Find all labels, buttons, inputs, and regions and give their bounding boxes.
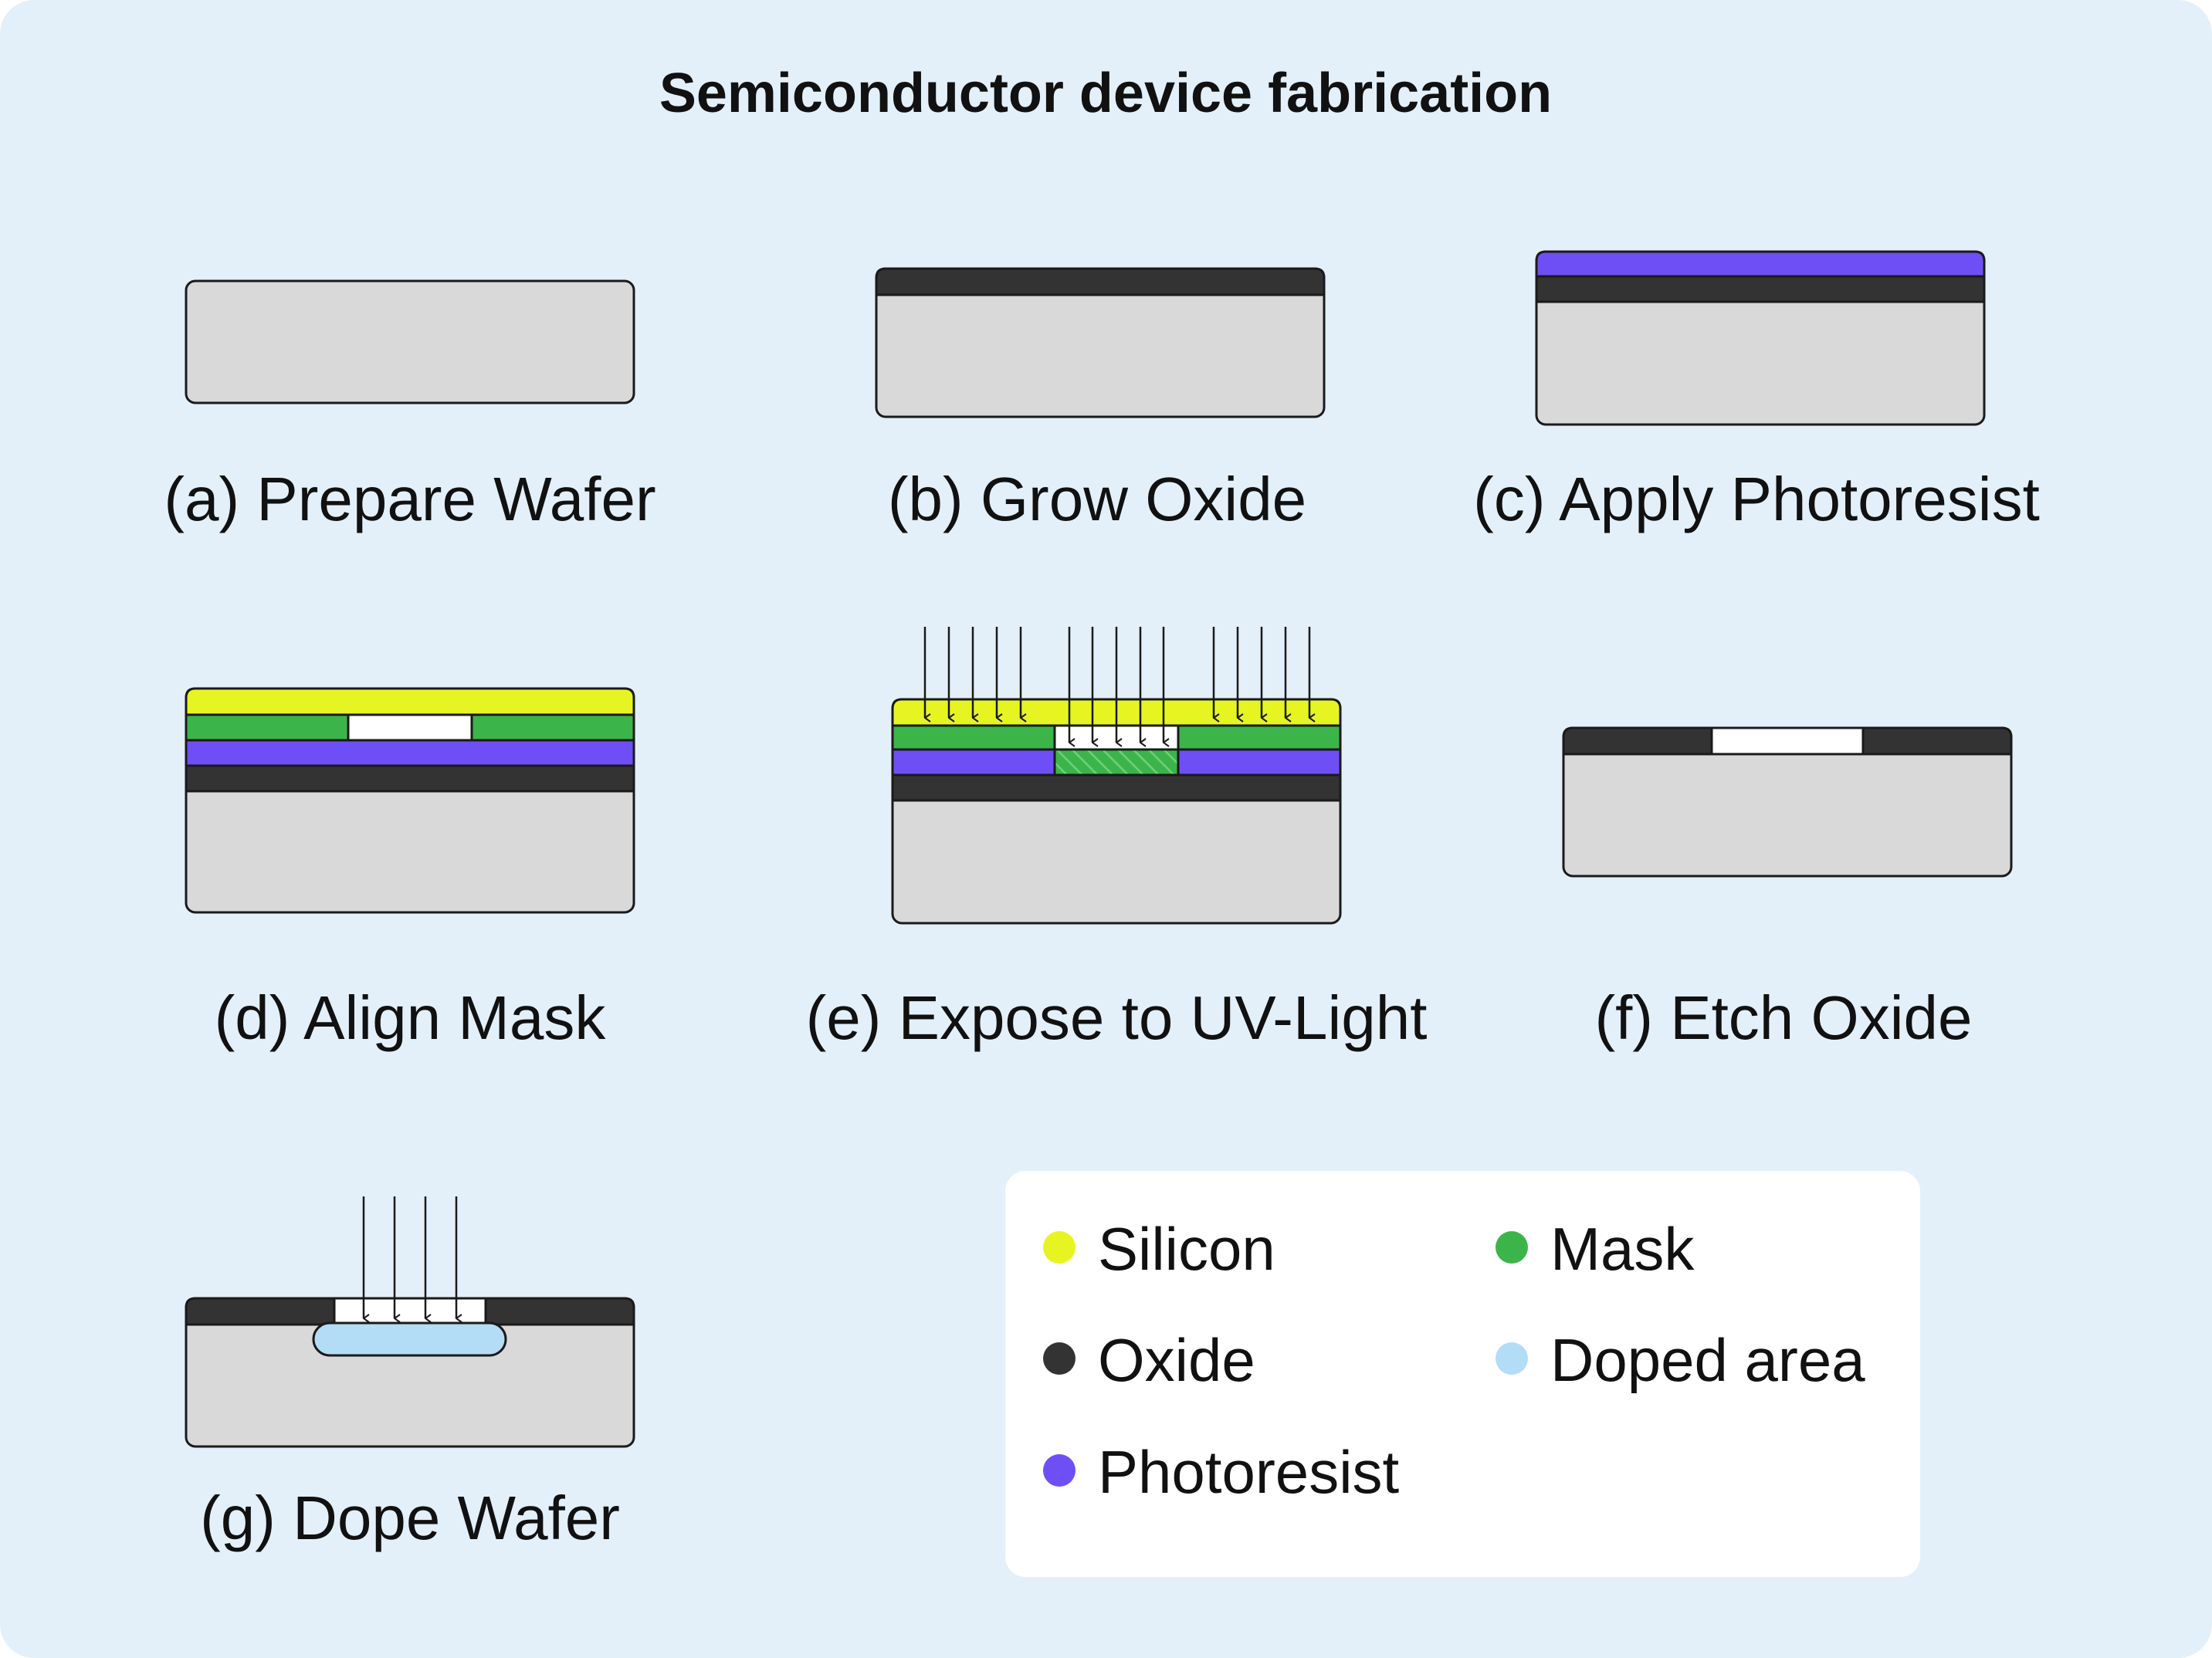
step-g-label: (g) Dope Wafer xyxy=(200,1484,620,1552)
legend-item-photoresist: Photoresist xyxy=(1043,1438,1400,1506)
mask-layer-left xyxy=(185,713,350,742)
legend-swatch xyxy=(1043,1342,1076,1375)
mask-layer-right xyxy=(470,713,635,742)
step-e-label: (e) Expose to UV-Light xyxy=(806,983,1428,1052)
step-d-align-mask xyxy=(185,687,635,914)
exposed-photoresist xyxy=(1053,748,1180,777)
legend-label: Oxide xyxy=(1098,1326,1255,1394)
legend-label: Photoresist xyxy=(1098,1438,1400,1506)
step-a-prepare-wafer xyxy=(185,279,635,404)
oxide-layer xyxy=(891,773,1342,802)
doped-area xyxy=(312,1321,507,1357)
silicon-layer xyxy=(185,687,635,716)
legend: Silicon Mask Oxide Doped area Photoresis… xyxy=(1005,1171,1920,1577)
etched-opening xyxy=(333,1297,487,1326)
photoresist-layer-left xyxy=(891,748,1056,777)
mask-layer-right xyxy=(1177,724,1342,751)
legend-box xyxy=(1005,1171,1920,1577)
photoresist-layer xyxy=(1535,250,1986,278)
diagram-title: Semiconductor device fabrication xyxy=(659,63,1552,124)
legend-swatch xyxy=(1496,1342,1528,1375)
step-d-label: (d) Align Mask xyxy=(215,983,607,1052)
step-f-label: (f) Etch Oxide xyxy=(1594,983,1972,1052)
oxide-layer xyxy=(185,764,635,793)
step-e-expose-uv xyxy=(891,627,1342,925)
step-b-grow-oxide xyxy=(875,267,1326,418)
oxide-layer-left xyxy=(1562,726,1713,756)
legend-item-mask: Mask xyxy=(1496,1215,1695,1283)
legend-swatch xyxy=(1496,1231,1528,1264)
photoresist-layer xyxy=(185,739,635,767)
step-a-label: (a) Prepare Wafer xyxy=(164,465,655,533)
photoresist-layer-right xyxy=(1177,748,1342,777)
etched-opening xyxy=(1710,726,1865,756)
mask-layer-left xyxy=(891,724,1056,751)
uv-light-arrows xyxy=(923,627,1309,743)
legend-swatch xyxy=(1043,1231,1076,1264)
legend-label: Mask xyxy=(1550,1215,1695,1283)
legend-item-oxide: Oxide xyxy=(1043,1326,1255,1394)
oxide-layer-left xyxy=(185,1297,336,1326)
step-g-dope-wafer xyxy=(185,1196,635,1448)
oxide-layer xyxy=(1535,275,1986,303)
legend-swatch xyxy=(1043,1454,1076,1487)
oxide-layer xyxy=(875,267,1326,296)
step-c-label: (c) Apply Photoresist xyxy=(1473,465,2040,533)
oxide-layer-right xyxy=(484,1297,635,1326)
dopant-arrows xyxy=(362,1196,456,1318)
legend-label: Silicon xyxy=(1098,1215,1275,1283)
legend-item-silicon: Silicon xyxy=(1043,1215,1275,1283)
step-c-apply-photoresist xyxy=(1535,250,1986,426)
oxide-layer-right xyxy=(1861,726,2013,756)
step-b-label: (b) Grow Oxide xyxy=(888,465,1306,533)
wafer-substrate xyxy=(185,279,635,404)
legend-label: Doped area xyxy=(1550,1326,1865,1394)
legend-item-doped-area: Doped area xyxy=(1496,1326,1865,1394)
mask-opening xyxy=(347,713,473,742)
step-f-etch-oxide xyxy=(1562,726,2013,878)
